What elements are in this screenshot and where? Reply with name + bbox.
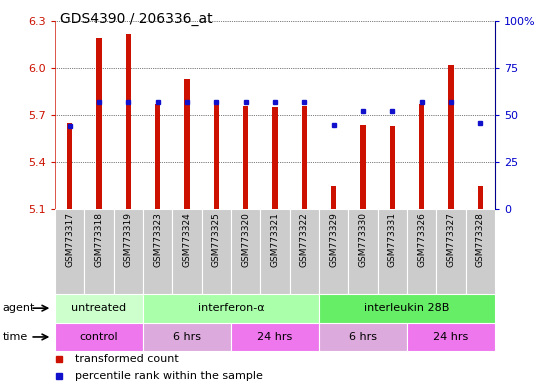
Text: GSM773320: GSM773320 xyxy=(241,212,250,267)
Bar xyxy=(155,104,160,209)
Text: percentile rank within the sample: percentile rank within the sample xyxy=(75,371,263,381)
Bar xyxy=(231,209,260,294)
Bar xyxy=(55,209,84,294)
Bar xyxy=(126,34,131,209)
Text: GSM773319: GSM773319 xyxy=(124,212,133,267)
Bar xyxy=(231,323,319,351)
Bar xyxy=(202,209,231,294)
Text: GSM773317: GSM773317 xyxy=(65,212,74,267)
Bar xyxy=(407,209,436,294)
Bar xyxy=(348,209,378,294)
Text: 24 hrs: 24 hrs xyxy=(433,332,469,342)
Bar xyxy=(214,104,219,209)
Text: untreated: untreated xyxy=(72,303,126,313)
Text: GSM773330: GSM773330 xyxy=(359,212,367,267)
Bar xyxy=(172,209,202,294)
Bar xyxy=(390,126,395,209)
Bar xyxy=(84,209,114,294)
Bar xyxy=(114,209,143,294)
Text: GSM773323: GSM773323 xyxy=(153,212,162,267)
Text: GSM773331: GSM773331 xyxy=(388,212,397,267)
Text: GSM773318: GSM773318 xyxy=(95,212,103,267)
Bar xyxy=(378,209,407,294)
Text: 24 hrs: 24 hrs xyxy=(257,332,293,342)
Bar xyxy=(143,323,231,351)
Bar xyxy=(55,294,143,323)
Bar xyxy=(143,209,172,294)
Text: interferon-α: interferon-α xyxy=(197,303,265,313)
Bar xyxy=(436,209,466,294)
Text: GSM773328: GSM773328 xyxy=(476,212,485,267)
Text: GSM773322: GSM773322 xyxy=(300,212,309,266)
Bar xyxy=(67,123,72,209)
Bar xyxy=(272,108,278,209)
Text: GSM773326: GSM773326 xyxy=(417,212,426,267)
Bar xyxy=(290,209,319,294)
Text: GSM773324: GSM773324 xyxy=(183,212,191,266)
Text: transformed count: transformed count xyxy=(75,354,179,364)
Bar xyxy=(184,79,190,209)
Text: GSM773325: GSM773325 xyxy=(212,212,221,267)
Bar xyxy=(466,209,495,294)
Bar xyxy=(419,104,424,209)
Bar xyxy=(243,106,248,209)
Bar xyxy=(448,65,454,209)
Bar xyxy=(478,186,483,209)
Bar xyxy=(331,186,336,209)
Bar xyxy=(260,209,290,294)
Text: 6 hrs: 6 hrs xyxy=(173,332,201,342)
Text: 6 hrs: 6 hrs xyxy=(349,332,377,342)
Text: control: control xyxy=(80,332,118,342)
Bar xyxy=(55,323,143,351)
Text: GSM773329: GSM773329 xyxy=(329,212,338,267)
Bar xyxy=(319,209,348,294)
Text: interleukin 28B: interleukin 28B xyxy=(364,303,450,313)
Bar xyxy=(96,38,102,209)
Text: time: time xyxy=(3,332,28,342)
Text: GSM773327: GSM773327 xyxy=(447,212,455,267)
Text: GSM773321: GSM773321 xyxy=(271,212,279,267)
Bar xyxy=(360,125,366,209)
Bar xyxy=(319,323,407,351)
Bar xyxy=(143,294,319,323)
Bar xyxy=(319,294,495,323)
Bar xyxy=(407,323,495,351)
Text: agent: agent xyxy=(3,303,35,313)
Text: GDS4390 / 206336_at: GDS4390 / 206336_at xyxy=(60,12,213,25)
Bar xyxy=(302,106,307,209)
